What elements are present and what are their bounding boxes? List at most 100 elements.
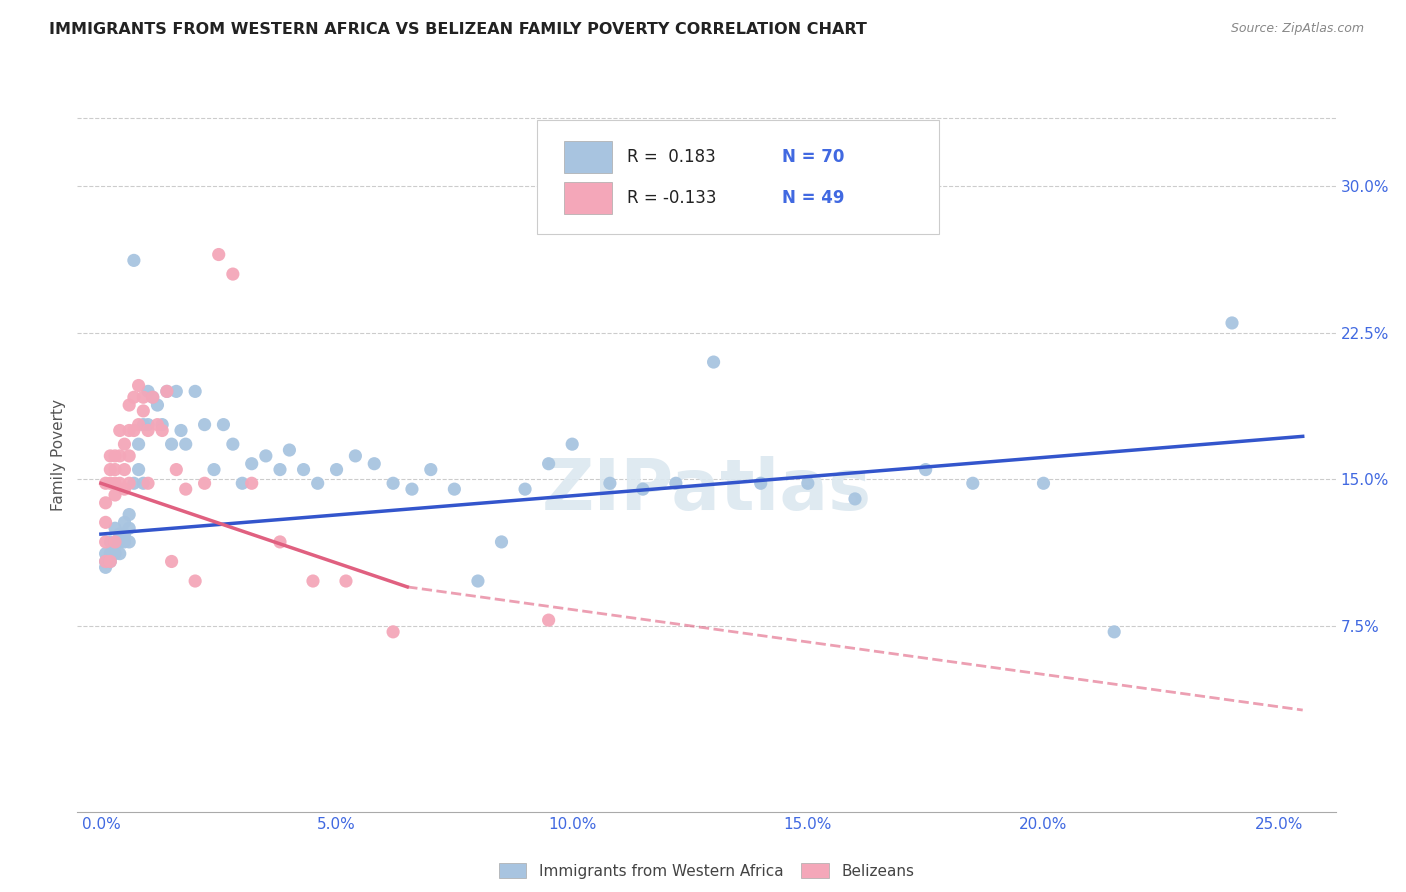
Point (269, 535, 291, 549)
Text: R = -0.133: R = -0.133 (627, 189, 717, 207)
Point (132, 417, 155, 432)
Point (114, 527, 136, 541)
Point (132, 476, 155, 491)
Point (491, 535, 513, 549)
Point (1032, 476, 1054, 491)
Point (104, 535, 127, 549)
Text: ZIPatlas: ZIPatlas (541, 456, 872, 525)
Point (240, 457, 263, 471)
Point (128, 417, 150, 432)
Point (98, 535, 121, 549)
Point (749, 476, 772, 491)
Point (537, 457, 560, 471)
Point (184, 574, 207, 588)
Point (165, 384, 187, 399)
Point (122, 253, 145, 268)
Point (118, 424, 141, 438)
Point (104, 476, 127, 491)
Point (132, 404, 155, 418)
Point (104, 449, 127, 463)
Point (122, 424, 145, 438)
Point (160, 437, 183, 451)
Point (104, 521, 127, 535)
Point (94, 554, 117, 568)
Legend: Immigrants from Western Africa, Belizeans: Immigrants from Western Africa, Belizean… (491, 855, 922, 886)
Text: N = 70: N = 70 (782, 148, 845, 166)
Point (108, 547, 131, 561)
Point (114, 516, 136, 530)
Point (703, 355, 725, 369)
Point (382, 624, 405, 639)
Point (269, 462, 291, 476)
Point (98, 449, 121, 463)
Point (128, 437, 150, 451)
Point (382, 476, 405, 491)
Point (419, 462, 441, 476)
Text: Source: ZipAtlas.com: Source: ZipAtlas.com (1230, 22, 1364, 36)
Point (128, 462, 150, 476)
Point (156, 384, 179, 399)
FancyBboxPatch shape (537, 120, 939, 234)
FancyBboxPatch shape (564, 141, 612, 173)
Point (170, 424, 193, 438)
Point (122, 476, 145, 491)
Point (254, 449, 277, 463)
Point (104, 488, 127, 502)
Point (443, 482, 465, 496)
Point (98, 554, 121, 568)
Point (537, 613, 560, 627)
Point (174, 437, 197, 451)
Point (118, 398, 141, 412)
Point (108, 535, 131, 549)
FancyBboxPatch shape (564, 182, 612, 214)
Point (142, 390, 165, 404)
Point (222, 437, 245, 451)
Point (165, 462, 187, 476)
Point (136, 424, 159, 438)
Point (108, 476, 131, 491)
Point (146, 417, 169, 432)
Point (467, 574, 489, 588)
Point (136, 384, 159, 399)
Point (118, 476, 141, 491)
Point (94, 516, 117, 530)
Point (94, 496, 117, 510)
Point (208, 247, 231, 261)
Point (108, 449, 131, 463)
Point (150, 424, 173, 438)
Point (108, 424, 131, 438)
Point (108, 527, 131, 541)
Point (114, 535, 136, 549)
Point (962, 476, 984, 491)
Text: R =  0.183: R = 0.183 (627, 148, 716, 166)
Point (1220, 316, 1243, 330)
Point (631, 482, 654, 496)
Point (132, 390, 155, 404)
Y-axis label: Family Poverty: Family Poverty (51, 399, 66, 511)
Point (142, 390, 165, 404)
Point (136, 417, 159, 432)
Point (344, 449, 367, 463)
Point (231, 476, 253, 491)
Point (94, 476, 117, 491)
Point (98, 476, 121, 491)
Point (94, 554, 117, 568)
Point (118, 449, 141, 463)
Point (194, 476, 217, 491)
Point (98, 547, 121, 561)
Point (160, 554, 183, 568)
Point (325, 462, 347, 476)
Point (307, 476, 329, 491)
Point (222, 267, 245, 281)
Point (104, 462, 127, 476)
Point (401, 482, 423, 496)
Point (104, 535, 127, 549)
Point (156, 384, 179, 399)
Point (561, 437, 583, 451)
Point (513, 482, 536, 496)
Point (94, 535, 117, 549)
Point (202, 462, 225, 476)
Point (118, 535, 141, 549)
Point (146, 398, 169, 412)
Point (665, 476, 688, 491)
